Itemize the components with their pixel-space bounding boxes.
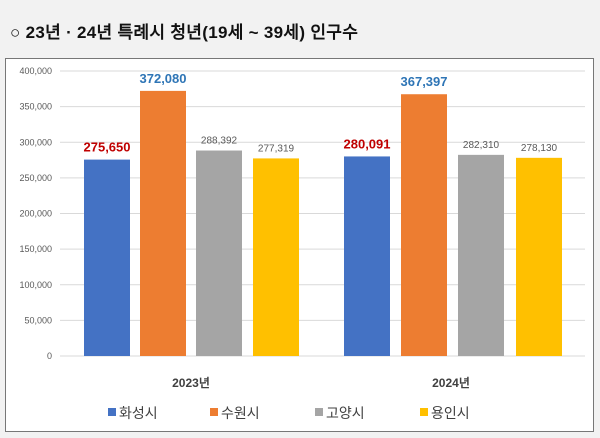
legend-label: 용인시 (431, 405, 470, 421)
data-label: 275,650 (84, 140, 131, 155)
legend-swatch (420, 408, 428, 416)
bar-화성시 (84, 159, 130, 356)
data-label: 372,080 (140, 71, 187, 86)
data-label: 277,319 (258, 143, 295, 154)
y-tick-label: 350,000 (19, 102, 52, 112)
legend-label: 수원시 (221, 405, 260, 421)
bar-용인시 (253, 158, 299, 356)
bar-용인시 (516, 157, 562, 356)
chart-title: ○ 23년 · 24년 특례시 청년(19세 ~ 39세) 인구수 (10, 23, 359, 42)
y-tick-label: 200,000 (19, 209, 52, 219)
y-tick-label: 150,000 (19, 244, 52, 254)
legend-label: 화성시 (119, 405, 158, 421)
bar-화성시 (344, 156, 390, 356)
bar-수원시 (401, 94, 447, 356)
y-tick-label: 250,000 (19, 173, 52, 183)
x-category-label: 2023년 (172, 376, 210, 390)
bar-고양시 (196, 150, 242, 356)
y-tick-label: 300,000 (19, 137, 52, 147)
legend-label: 고양시 (326, 405, 365, 421)
data-label: 282,310 (463, 140, 500, 151)
data-label: 280,091 (344, 136, 391, 151)
y-tick-label: 50,000 (24, 315, 52, 325)
data-label: 288,392 (201, 136, 238, 147)
y-tick-label: 0 (47, 351, 52, 361)
y-tick-label: 400,000 (19, 66, 52, 76)
legend-swatch (315, 408, 323, 416)
legend-swatch (210, 408, 218, 416)
y-tick-label: 100,000 (19, 280, 52, 290)
data-label: 367,397 (401, 74, 448, 89)
data-label: 278,130 (521, 143, 558, 154)
bar-고양시 (458, 154, 504, 356)
bar-수원시 (140, 90, 186, 356)
x-category-label: 2024년 (432, 376, 470, 390)
legend-swatch (108, 408, 116, 416)
